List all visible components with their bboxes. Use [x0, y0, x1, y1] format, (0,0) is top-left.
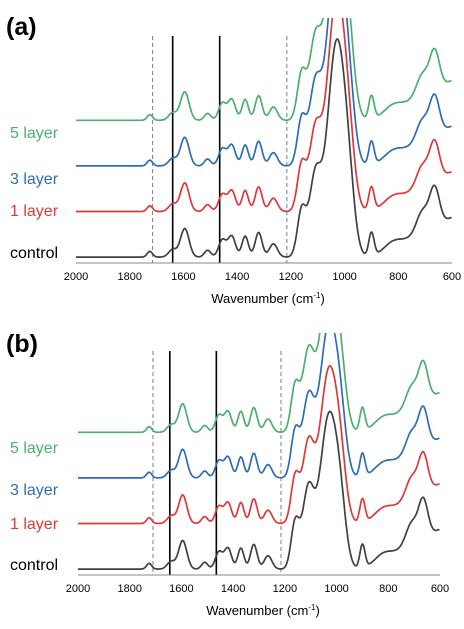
series-label-3-layer: 3 layer — [10, 171, 59, 188]
x-tick-label: 800 — [379, 583, 397, 595]
chart-panel-b: (b) 5 layer 3 layer 1 layer control 2000 1800 1… — [6, 330, 449, 618]
series-label-control: control — [10, 245, 58, 262]
x-tick-label: 1400 — [221, 583, 245, 595]
series-line-control — [76, 38, 452, 258]
series-label-5-layer: 5 layer — [10, 125, 59, 142]
x-tick-label: 1200 — [273, 583, 297, 595]
series-line-1-layer — [78, 364, 440, 525]
series-line-3-layer — [78, 333, 440, 479]
chart-panel-a: (a) 5 layer 3 layer 1 layer control 2000 1800 1… — [6, 13, 461, 306]
panel-label: (a) — [6, 13, 37, 41]
x-tick-label: 1000 — [332, 271, 356, 283]
x-tick-label: 1400 — [225, 271, 249, 283]
series-label-3-layer: 3 layer — [10, 482, 59, 499]
series-line-1-layer — [76, 18, 452, 213]
series-label-1-layer: 1 layer — [10, 203, 59, 220]
x-tick-label: 1800 — [117, 271, 141, 283]
x-tick-label: 1000 — [324, 583, 348, 595]
x-axis-title: Wavenumber (cm-1) — [206, 603, 320, 618]
series-line-5-layer — [76, 18, 452, 122]
x-tick-label: 800 — [389, 271, 407, 283]
series-line-3-layer — [76, 18, 452, 167]
x-tick-label: 600 — [431, 583, 449, 595]
series-label-control: control — [10, 557, 58, 574]
x-tick-label: 1600 — [171, 271, 195, 283]
series-line-control — [78, 410, 440, 570]
series-label-5-layer: 5 layer — [10, 440, 59, 457]
traces — [76, 18, 452, 258]
series-line-5-layer — [78, 333, 440, 434]
x-axis-title: Wavenumber (cm-1) — [211, 291, 325, 306]
series-label-1-layer: 1 layer — [10, 516, 59, 533]
x-tick-label: 2000 — [66, 583, 90, 595]
traces — [78, 333, 440, 570]
x-tick-label: 1600 — [169, 583, 193, 595]
x-tick-label: 1200 — [279, 271, 303, 283]
x-tick-label: 1800 — [117, 583, 141, 595]
panel-label: (b) — [6, 330, 38, 358]
x-tick-label: 600 — [443, 271, 461, 283]
x-tick-label: 2000 — [64, 271, 88, 283]
